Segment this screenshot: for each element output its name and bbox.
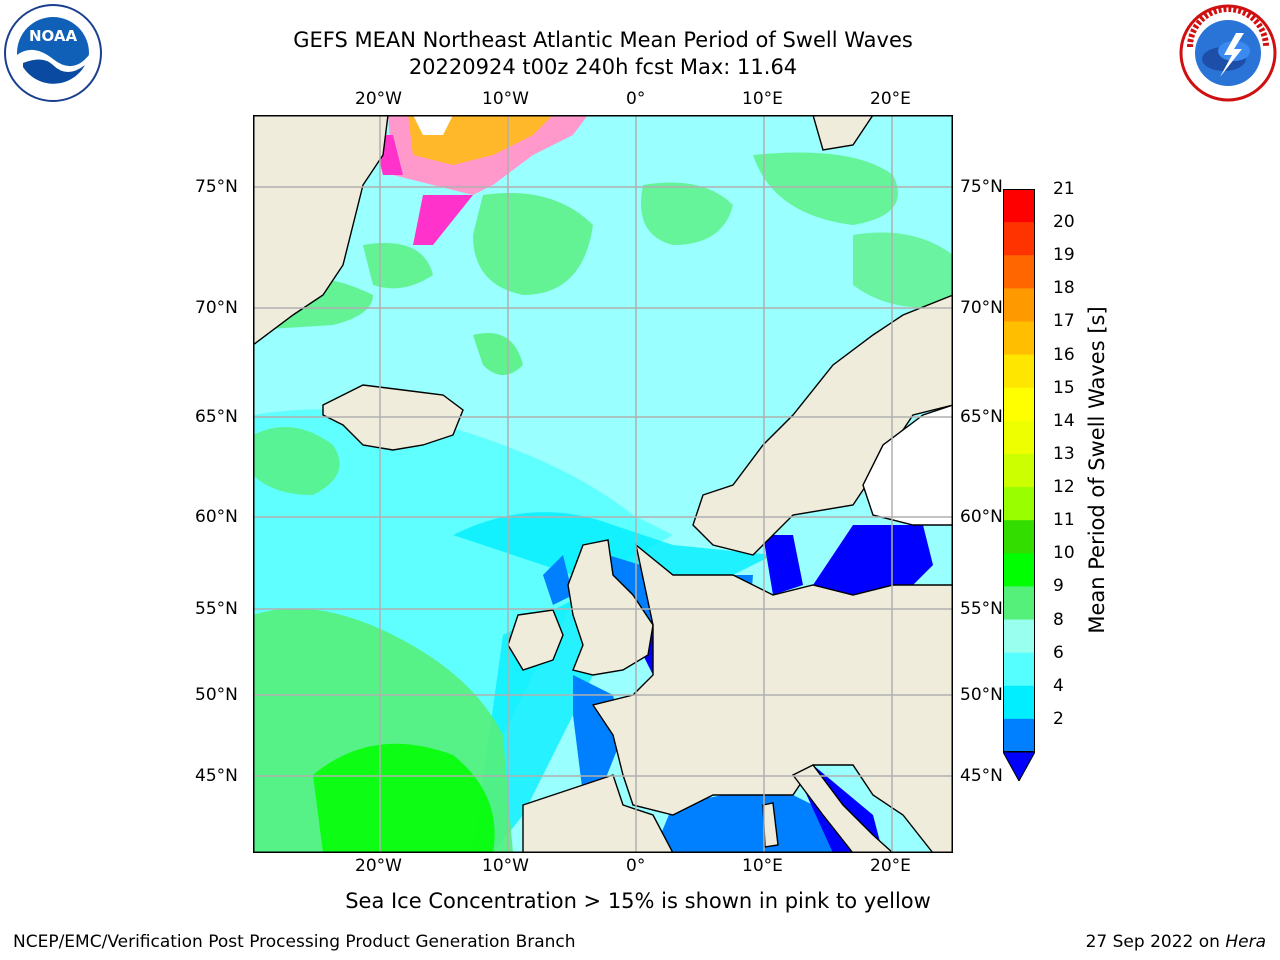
lon-tick-bottom: 20°E xyxy=(870,856,911,876)
colorbar-segment xyxy=(1003,718,1035,753)
lat-tick-right: 55°N xyxy=(960,599,1003,619)
lat-tick-right: 70°N xyxy=(960,298,1003,318)
map-panel xyxy=(253,115,953,853)
lon-tick-top: 10°E xyxy=(742,89,783,109)
lon-tick-bottom: 10°W xyxy=(482,856,529,876)
swell-period-map xyxy=(253,115,953,853)
colorbar-tick-label: 20 xyxy=(1053,212,1075,233)
colorbar-tick-label: 16 xyxy=(1053,344,1075,365)
colorbar-segment xyxy=(1003,354,1035,389)
colorbar-segment xyxy=(1003,586,1035,621)
colorbar-segment xyxy=(1003,652,1035,687)
colorbar-tick-label: 21 xyxy=(1053,179,1075,199)
lat-tick-right: 65°N xyxy=(960,407,1003,427)
colorbar xyxy=(1003,189,1035,781)
footer-host: Hera xyxy=(1225,932,1266,952)
colorbar-segment xyxy=(1003,189,1035,223)
colorbar-tick-label: 9 xyxy=(1053,576,1064,597)
map-title: GEFS MEAN Northeast Atlantic Mean Period… xyxy=(293,28,913,52)
colorbar-tick-label: 12 xyxy=(1053,477,1075,498)
sea-ice-caption: Sea Ice Concentration > 15% is shown in … xyxy=(345,889,931,913)
colorbar-segment xyxy=(1003,487,1035,521)
colorbar-tick-label: 10 xyxy=(1053,543,1075,564)
lat-tick-left: 55°N xyxy=(195,599,238,619)
colorbar-tick-label: 18 xyxy=(1053,278,1075,299)
map-subtitle: 20220924 t00z 240h fcst Max: 11.64 xyxy=(408,55,798,79)
greenland-landmass xyxy=(253,115,389,346)
lat-tick-left: 50°N xyxy=(195,685,238,705)
lon-tick-bottom: 0° xyxy=(626,856,646,876)
colorbar-tick-label: 13 xyxy=(1053,443,1075,464)
lon-tick-top: 20°W xyxy=(355,89,402,109)
colorbar-extend-arrow xyxy=(1003,751,1035,781)
lat-tick-left: 45°N xyxy=(195,766,238,786)
footer-date: 27 Sep 2022 on Hera xyxy=(1085,932,1266,952)
lon-tick-top: 0° xyxy=(626,89,646,109)
lon-tick-bottom: 10°E xyxy=(742,856,783,876)
nws-logo-icon xyxy=(1178,3,1278,103)
colorbar-segment xyxy=(1003,685,1035,720)
colorbar-segment xyxy=(1003,255,1035,289)
colorbar-segment xyxy=(1003,453,1035,488)
colorbar-tick-label: 17 xyxy=(1053,311,1075,332)
lat-tick-left: 70°N xyxy=(195,298,238,318)
colorbar-tick-label: 6 xyxy=(1053,642,1064,663)
lat-tick-left: 65°N xyxy=(195,407,238,427)
lat-tick-right: 50°N xyxy=(960,685,1003,705)
colorbar-segment xyxy=(1003,321,1035,356)
colorbar-segment xyxy=(1003,222,1035,256)
colorbar-frame xyxy=(1003,189,1035,752)
colorbar-tick-label: 15 xyxy=(1053,377,1075,398)
footer-branch: NCEP/EMC/Verification Post Processing Pr… xyxy=(13,932,576,952)
lat-tick-right: 45°N xyxy=(960,766,1003,786)
lon-tick-top: 20°E xyxy=(870,89,911,109)
map-frame xyxy=(253,115,953,853)
colorbar-segment xyxy=(1003,420,1035,455)
colorbar-segment xyxy=(1003,387,1035,422)
lat-tick-left: 60°N xyxy=(195,507,238,527)
lon-tick-top: 10°W xyxy=(482,89,529,109)
noaa-logo-text: NOAA xyxy=(29,27,78,45)
noaa-logo-icon: NOAA xyxy=(3,3,103,103)
great-britain-landmass xyxy=(567,539,654,676)
colorbar-tick-label: 2 xyxy=(1053,708,1064,729)
colorbar-tick-label: 19 xyxy=(1053,245,1075,266)
graticule xyxy=(253,115,953,853)
lat-tick-right: 75°N xyxy=(960,177,1003,197)
colorbar-segment xyxy=(1003,288,1035,322)
colorbar-segment xyxy=(1003,619,1035,654)
lat-tick-right: 60°N xyxy=(960,507,1003,527)
lon-tick-bottom: 20°W xyxy=(355,856,402,876)
lat-tick-left: 75°N xyxy=(195,177,238,197)
colorbar-tick-label: 14 xyxy=(1053,410,1075,431)
colorbar-tick-label: 4 xyxy=(1053,675,1064,696)
italy-landmass xyxy=(791,764,895,853)
colorbar-segment xyxy=(1003,520,1035,554)
colorbar-tick-label: 8 xyxy=(1053,609,1064,630)
colorbar-tick-label: 11 xyxy=(1053,510,1075,531)
colorbar-segment xyxy=(1003,553,1035,587)
colorbar-label: Mean Period of Swell Waves [s] xyxy=(1085,306,1109,634)
